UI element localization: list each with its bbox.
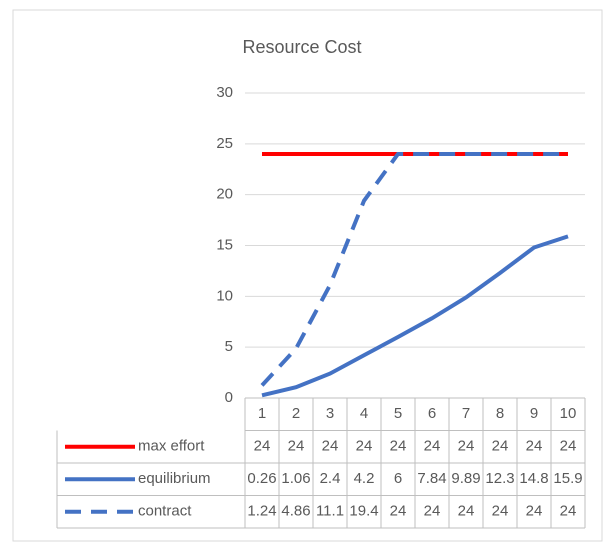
table-cell: 24	[492, 438, 509, 455]
y-tick-label: 25	[216, 135, 233, 152]
table-cell: 24	[526, 503, 543, 520]
table-cell: 24	[424, 503, 441, 520]
table-cell: 24	[458, 503, 475, 520]
y-tick-label: 0	[225, 389, 233, 406]
table-cell: 12.3	[485, 470, 514, 487]
x-tick-label: 5	[394, 405, 402, 422]
chart-title: Resource Cost	[242, 37, 361, 57]
x-tick-label: 3	[326, 405, 334, 422]
table-cell: 4.2	[354, 470, 375, 487]
table-cell: 24	[492, 503, 509, 520]
table-cell: 15.9	[553, 470, 582, 487]
table-cell: 24	[424, 438, 441, 455]
table-cell: 11.1	[316, 503, 344, 520]
series-line	[260, 152, 568, 387]
table-cell: 7.84	[417, 470, 446, 487]
x-tick-label: 9	[530, 405, 538, 422]
x-tick-label: 1	[258, 405, 266, 422]
x-tick-label: 8	[496, 405, 504, 422]
legend-label: max effort	[138, 438, 205, 455]
table-cell: 1.24	[247, 503, 276, 520]
y-tick-label: 10	[216, 287, 233, 304]
table-cell: 9.89	[451, 470, 480, 487]
table-cell: 24	[560, 503, 577, 520]
table-cell: 0.26	[247, 470, 276, 487]
x-tick-label: 6	[428, 405, 436, 422]
table-cell: 1.06	[281, 470, 310, 487]
table-cell: 24	[560, 438, 577, 455]
table-cell: 6	[394, 470, 402, 487]
table-cell: 24	[322, 438, 339, 455]
x-tick-label: 4	[360, 405, 368, 422]
table-cell: 2.4	[320, 470, 341, 487]
x-tick-label: 10	[560, 405, 577, 422]
series-line	[261, 234, 569, 398]
x-tick-label: 7	[462, 405, 470, 422]
y-tick-label: 15	[216, 236, 233, 253]
y-tick-label: 5	[225, 338, 233, 355]
chart-border	[12, 9, 603, 542]
x-tick-label: 2	[292, 405, 300, 422]
table-cell: 24	[288, 438, 305, 455]
table-cell: 24	[390, 503, 407, 520]
legend-label: contract	[138, 503, 192, 520]
table-cell: 24	[356, 438, 373, 455]
table-cell: 24	[390, 438, 407, 455]
y-tick-label: 30	[216, 84, 233, 101]
y-tick-label: 20	[216, 186, 233, 203]
table-cell: 14.8	[519, 470, 548, 487]
table-cell: 4.86	[281, 503, 310, 520]
table-cell: 24	[254, 438, 271, 455]
table-cell: 24	[458, 438, 475, 455]
legend-label: equilibrium	[138, 470, 211, 487]
table-cell: 19.4	[349, 503, 378, 520]
table-cell: 24	[526, 438, 543, 455]
